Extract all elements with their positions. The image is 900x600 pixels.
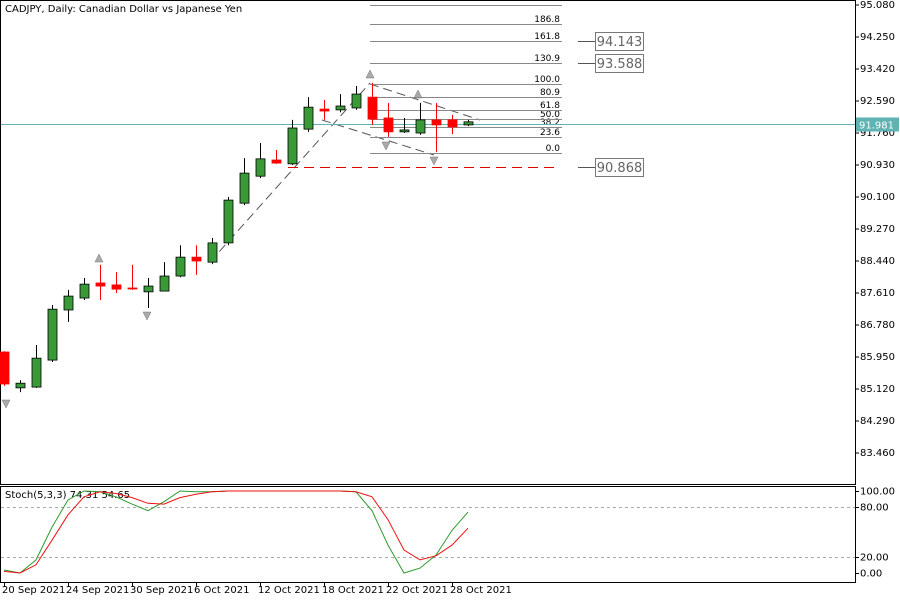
candle-body [335, 105, 346, 111]
candle-body [0, 351, 10, 385]
stoch-name: Stoch(5,3,3) [5, 490, 67, 501]
candle-body [191, 256, 202, 262]
fib-level-label: 0.0 [546, 144, 561, 154]
candle-body [287, 127, 298, 165]
y-tick-label: 95.080 [860, 0, 895, 11]
stoch-panel-frame [0, 486, 856, 583]
arrow [1, 399, 11, 409]
candle-body [223, 199, 234, 244]
arrow [413, 89, 423, 99]
y-tick-label: 91.760 [860, 128, 895, 139]
main-panel-frame [0, 0, 856, 485]
stoch-line [3, 490, 469, 574]
trend-line [369, 83, 481, 121]
candle-body [271, 159, 282, 164]
price-label-box [595, 158, 644, 177]
y-tick-label: 87.610 [860, 288, 895, 299]
current-price-label: 91.981 [859, 121, 894, 132]
candle-body [415, 119, 426, 134]
trend-line [209, 82, 371, 263]
fib-level-label: 38.2 [540, 118, 560, 128]
candle-body [31, 357, 42, 388]
arrow [142, 311, 152, 321]
candle-body [255, 158, 266, 177]
candle-body [79, 283, 90, 299]
arrow [365, 69, 375, 79]
candle-body [319, 108, 330, 112]
candle-body [447, 119, 458, 128]
y-tick-label: 84.290 [860, 416, 895, 427]
y-tick-label: 92.590 [860, 96, 895, 107]
y-tick-label: 90.100 [860, 192, 895, 203]
candle-body [463, 121, 474, 126]
candle-body [399, 129, 410, 133]
fib-level-label: 130.9 [534, 54, 560, 64]
arrow [381, 141, 391, 151]
y-tick-label: 89.270 [860, 224, 895, 235]
fib-level-label: 100.0 [534, 75, 560, 85]
x-tick-label: 28 Oct 2021 [450, 585, 512, 596]
arrow [429, 156, 439, 166]
price-label: 93.588 [597, 57, 643, 72]
candle-body [175, 256, 186, 277]
x-tick-label: 6 Oct 2021 [194, 585, 249, 596]
y-tick-label: 80.00 [860, 503, 889, 514]
candle-body [95, 282, 106, 287]
stoch-title: Stoch(5,3,3) 74.31 54.65 [5, 490, 130, 501]
arrows [1, 69, 439, 409]
chart-title: CADJPY, Daily: Canadian Dollar vs Japane… [5, 4, 242, 15]
candle-body [239, 172, 250, 204]
y-tick-label: 90.930 [860, 160, 895, 171]
candle-body [367, 96, 378, 120]
y-tick-label: 100.00 [860, 487, 895, 498]
candle-body [111, 284, 122, 290]
arrow [94, 253, 104, 263]
stoch-line [3, 490, 469, 574]
candle-body [127, 287, 138, 290]
candle-body [159, 275, 170, 292]
candle-body [47, 308, 58, 361]
candle-body [351, 93, 362, 109]
x-tick-label: 18 Oct 2021 [322, 585, 384, 596]
y-tick-label: 0.00 [860, 569, 882, 580]
stoch-main-value: 74.31 [70, 490, 99, 501]
candle-body [303, 106, 314, 130]
y-tick-label: 93.420 [860, 64, 895, 75]
price-label: 90.868 [597, 161, 643, 176]
x-tick-label: 22 Oct 2021 [386, 585, 448, 596]
y-tick-label: 20.00 [860, 553, 889, 564]
x-tick-label: 30 Sep 2021 [130, 585, 193, 596]
y-tick-label: 94.250 [860, 32, 895, 43]
y-tick-label: 85.950 [860, 352, 895, 363]
candle-body [431, 119, 442, 126]
fib-level-label: 61.8 [540, 101, 560, 111]
fib-level-label: 23.6 [540, 128, 560, 138]
fib-level-label: 186.8 [534, 15, 560, 25]
fib-level-label: 50.0 [540, 110, 560, 120]
fib-level-label: 161.8 [534, 32, 560, 42]
price-label-box [595, 32, 644, 51]
x-tick-label: 12 Oct 2021 [258, 585, 320, 596]
candle-body [143, 285, 154, 293]
y-tick-label: 85.120 [860, 384, 895, 395]
price-label-box [595, 54, 644, 73]
candle-body [383, 117, 394, 133]
stoch-signal-value: 54.65 [102, 490, 131, 501]
fib-level-label: 80.9 [540, 88, 560, 98]
candle-body [15, 382, 26, 389]
price-label: 94.143 [597, 35, 643, 50]
candle-body [63, 295, 74, 311]
candle-body [207, 242, 218, 263]
x-tick-label: 20 Sep 2021 [2, 585, 65, 596]
y-tick-label: 83.460 [860, 448, 895, 459]
current-price-box [856, 117, 899, 132]
y-tick-label: 88.440 [860, 256, 895, 267]
x-tick-label: 24 Sep 2021 [66, 585, 129, 596]
y-tick-label: 86.780 [860, 320, 895, 331]
